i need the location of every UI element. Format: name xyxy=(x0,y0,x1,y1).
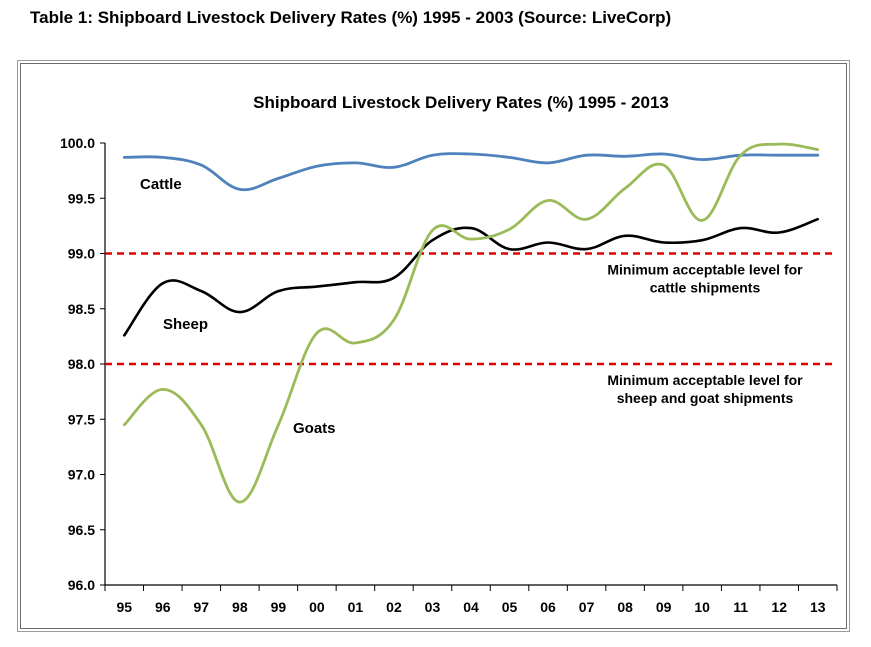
series-line-goats xyxy=(122,142,820,504)
y-tick-label: 98.5 xyxy=(68,301,95,317)
x-tick-label: 07 xyxy=(579,599,595,615)
x-tick-label: 97 xyxy=(194,599,210,615)
x-tick-label: 12 xyxy=(771,599,787,615)
x-tick-label: 02 xyxy=(386,599,402,615)
x-tick-label: 01 xyxy=(348,599,364,615)
y-tick-label: 99.0 xyxy=(68,246,95,262)
y-tick-label: 97.0 xyxy=(68,467,95,483)
x-tick-label: 06 xyxy=(540,599,556,615)
x-tick-label: 09 xyxy=(656,599,672,615)
series-line-sheep xyxy=(123,217,819,337)
y-tick-label: 99.5 xyxy=(68,190,95,206)
x-tick-label: 98 xyxy=(232,599,248,615)
reference-line-label: cattle shipments xyxy=(650,280,761,296)
x-tick-label: 13 xyxy=(810,599,826,615)
series-label-goats: Goats xyxy=(293,420,336,437)
reference-line-label: sheep and goat shipments xyxy=(617,390,794,406)
series-label-cattle: Cattle xyxy=(140,176,182,193)
series-line-cattle xyxy=(122,152,820,192)
chart-axes: 100.0 99.5 99.0 98.5 98.0 97.5 97.0 96.5 96.0 95 9… xyxy=(60,135,838,615)
reference-lines: Minimum acceptable level for cattle shipm… xyxy=(105,252,837,406)
reference-line-label: Minimum acceptable level for xyxy=(607,372,803,388)
x-tick-label: 05 xyxy=(502,599,518,615)
x-tick-label: 08 xyxy=(617,599,633,615)
chart-frame xyxy=(20,63,847,629)
x-tick-label: 96 xyxy=(155,599,171,615)
reference-line-label: Minimum acceptable level for xyxy=(607,262,803,278)
x-tick-label: 95 xyxy=(116,599,132,615)
x-tick-label: 10 xyxy=(694,599,710,615)
series-labels: Cattle Sheep Goats xyxy=(140,176,336,437)
x-tick-label: 00 xyxy=(309,599,325,615)
x-tick-label: 11 xyxy=(733,599,748,615)
series-label-sheep: Sheep xyxy=(163,316,208,333)
y-tick-label: 96.5 xyxy=(68,522,95,538)
y-tick-label: 97.5 xyxy=(68,411,95,427)
page-heading: Table 1: Shipboard Livestock Delivery Ra… xyxy=(30,8,672,27)
series-lines xyxy=(122,142,820,504)
x-tick-label: 99 xyxy=(271,599,287,615)
chart-title: Shipboard Livestock Delivery Rates (%) 1… xyxy=(253,93,669,112)
y-tick-label: 98.0 xyxy=(68,356,95,372)
y-tick-label: 96.0 xyxy=(68,577,95,593)
x-tick-label: 04 xyxy=(463,599,479,615)
x-tick-label: 03 xyxy=(425,599,441,615)
y-tick-label: 100.0 xyxy=(60,135,95,151)
